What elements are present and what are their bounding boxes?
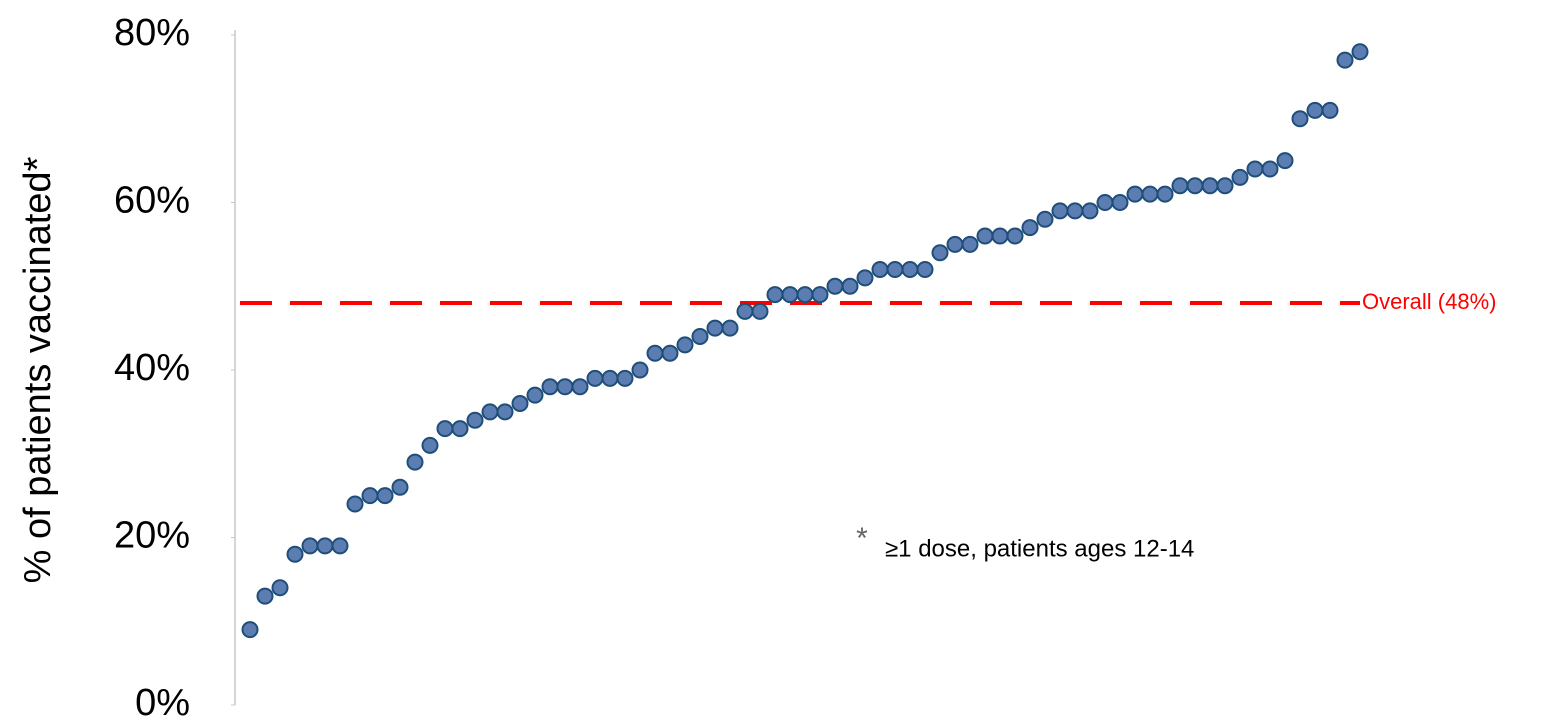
- point: [976, 227, 994, 245]
- y-tick-label: 40%: [114, 347, 190, 389]
- point: [1141, 185, 1159, 203]
- point: [1201, 177, 1219, 195]
- point: [1291, 110, 1309, 128]
- point: [481, 403, 499, 421]
- point: [1066, 202, 1084, 220]
- point: [886, 261, 904, 278]
- point: [526, 386, 544, 404]
- point: [931, 244, 949, 262]
- y-tick-label: 0%: [135, 682, 190, 723]
- point: [1171, 177, 1189, 195]
- point: [1096, 194, 1114, 211]
- point: [406, 453, 424, 471]
- point: [826, 277, 844, 295]
- point: [451, 420, 469, 438]
- point: [736, 302, 754, 320]
- point: [676, 336, 694, 354]
- point: [391, 478, 409, 496]
- point: [706, 319, 724, 337]
- point: [1231, 168, 1249, 186]
- point: [751, 302, 769, 320]
- point: [1036, 210, 1054, 228]
- point: [571, 378, 589, 396]
- point: [646, 344, 664, 362]
- point: [346, 495, 364, 513]
- point: [331, 537, 349, 555]
- point: [541, 378, 559, 396]
- point: [1081, 202, 1099, 220]
- point: [241, 621, 259, 639]
- point: [256, 587, 274, 605]
- point: [361, 487, 379, 505]
- point: [1006, 227, 1024, 245]
- point: [556, 378, 574, 396]
- point: [466, 411, 484, 429]
- point: [901, 261, 919, 278]
- point: [1351, 43, 1369, 61]
- y-tick-label: 20%: [114, 515, 190, 557]
- point: [766, 286, 784, 304]
- point: [421, 436, 439, 454]
- point: [661, 344, 679, 362]
- point: [616, 369, 634, 387]
- point: [841, 277, 859, 295]
- point: [1276, 152, 1294, 170]
- point: [691, 328, 709, 345]
- point: [796, 286, 814, 304]
- point: [1156, 185, 1174, 203]
- point: [1126, 185, 1144, 203]
- point: [1051, 202, 1069, 220]
- point: [631, 361, 649, 379]
- point: [721, 319, 739, 337]
- reference-label: Overall (48%): [1362, 289, 1496, 314]
- point: [1261, 160, 1279, 178]
- point: [871, 261, 889, 278]
- point: [601, 369, 619, 387]
- point: [1216, 177, 1234, 195]
- point: [301, 537, 319, 555]
- point: [1246, 160, 1264, 178]
- point: [286, 545, 304, 563]
- point: [1336, 51, 1354, 69]
- point: [1306, 101, 1324, 119]
- point: [856, 269, 874, 287]
- point: [916, 261, 934, 278]
- point: [946, 235, 964, 253]
- point: [586, 369, 604, 387]
- point: [1021, 219, 1039, 237]
- point: [811, 286, 829, 304]
- y-tick-label: 60%: [114, 180, 190, 222]
- y-axis-label: % of patients vaccinated*: [17, 156, 59, 583]
- point: [496, 403, 514, 421]
- point: [436, 420, 454, 438]
- point: [376, 487, 394, 505]
- point: [1111, 194, 1129, 211]
- point: [511, 395, 529, 412]
- annotation-marker: *: [856, 522, 868, 555]
- point: [991, 227, 1009, 245]
- point: [271, 579, 289, 597]
- point: [1186, 177, 1204, 195]
- annotation: ≥1 dose, patients ages 12-14: [885, 535, 1194, 562]
- point: [1321, 101, 1339, 119]
- point: [316, 537, 334, 555]
- point: [781, 286, 799, 304]
- y-tick-label: 80%: [114, 12, 190, 54]
- point: [961, 235, 979, 253]
